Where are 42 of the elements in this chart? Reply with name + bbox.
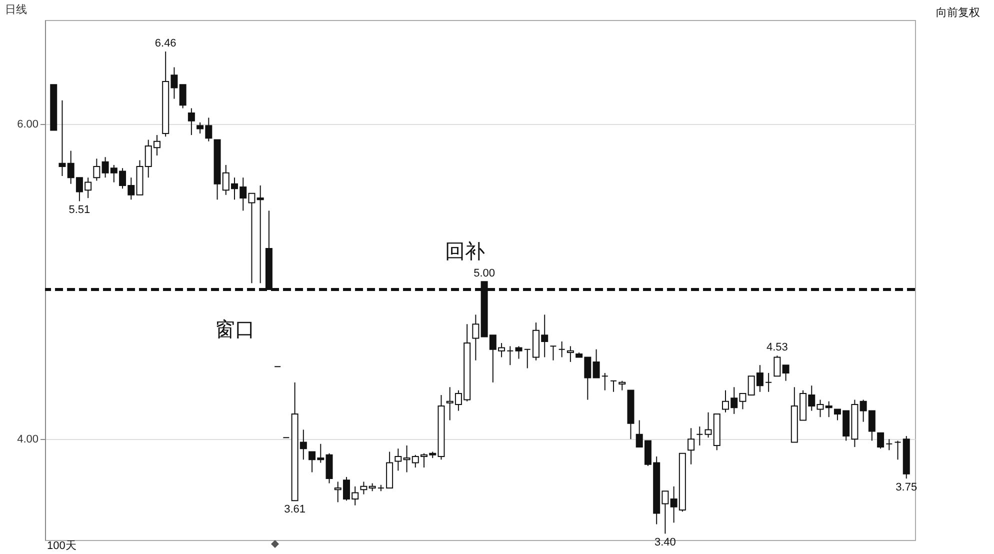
chart-subtitle: 日线 [5, 3, 27, 16]
candlestick [188, 108, 195, 136]
candlestick [524, 348, 531, 369]
candlestick [472, 314, 480, 361]
annotation: 回补 [445, 241, 485, 263]
candlestick [782, 364, 790, 382]
annotation: 3.40 [654, 536, 676, 549]
candlestick [515, 346, 522, 360]
text: 向前复权 [936, 7, 980, 19]
candlestick [394, 448, 402, 472]
annotation: 窗口 [215, 319, 255, 341]
annotation: 3.75 [896, 482, 918, 494]
annotation: 4.53 [766, 342, 788, 354]
candlestick [256, 184, 264, 284]
candlestick [894, 440, 902, 460]
candlestick [550, 346, 557, 361]
candlestick [688, 428, 695, 465]
candlestick [360, 481, 368, 495]
candlestick [886, 438, 893, 451]
candlestick [610, 380, 618, 392]
candlestick [58, 100, 66, 176]
candlestick [592, 348, 600, 378]
candlestick [877, 432, 884, 450]
candlestick [93, 158, 100, 182]
candlestick [601, 372, 608, 391]
y-tick-label: 4.00 [17, 434, 38, 446]
candlestick [825, 400, 832, 418]
candlestick [179, 84, 186, 109]
candlestick [506, 346, 514, 366]
annotation: 5.00 [474, 268, 496, 280]
annotation: 3.61 [284, 504, 306, 516]
annotation: 100天 [47, 540, 76, 552]
annotation: 6.46 [154, 38, 176, 50]
candlestick [558, 340, 566, 358]
annotation: 5.51 [68, 204, 90, 216]
candlestick [566, 346, 574, 362]
candlestick [326, 452, 333, 484]
candlestick [774, 355, 781, 377]
y-tick-label: 6.00 [17, 118, 38, 130]
candlestick [765, 372, 772, 392]
candlestick [696, 426, 704, 446]
candlestick [618, 380, 626, 391]
